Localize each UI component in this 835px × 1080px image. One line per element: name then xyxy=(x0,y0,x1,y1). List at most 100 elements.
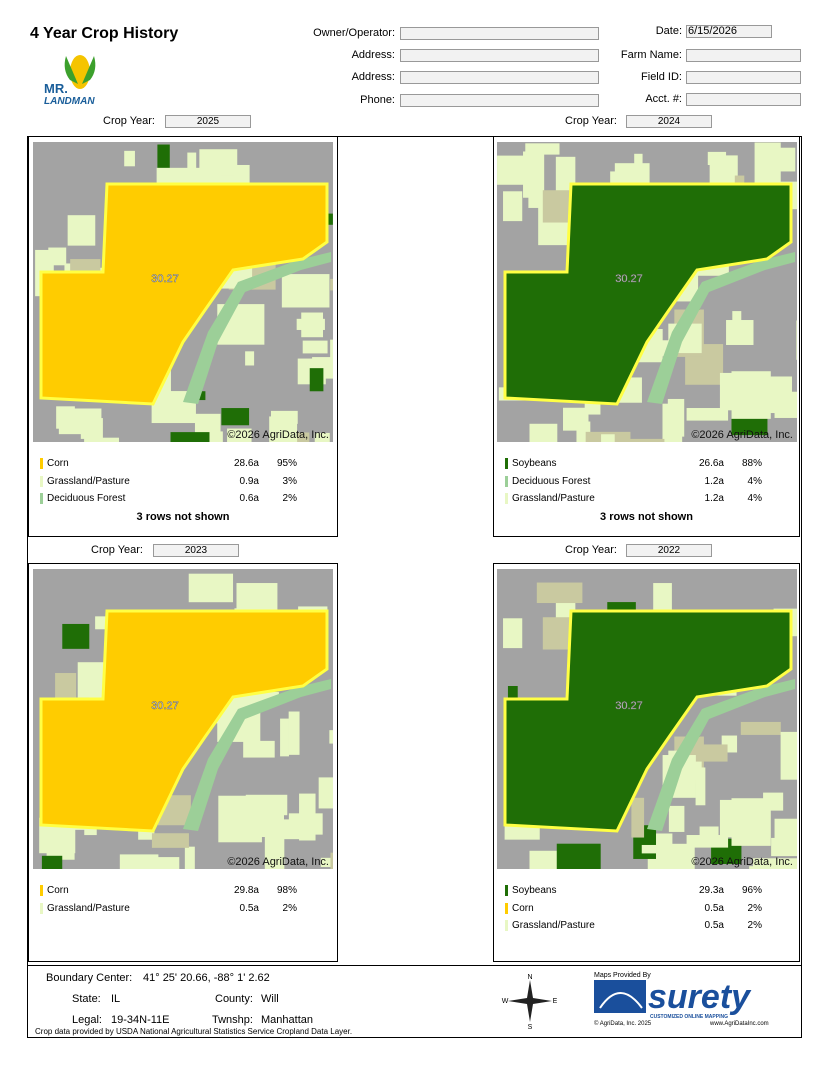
map-patch xyxy=(503,191,523,222)
legend-acres: 1.2a xyxy=(704,493,724,504)
footer-label: County: xyxy=(215,993,253,1005)
hidden-rows-note: 3 rows not shown xyxy=(600,511,693,523)
legend-percent: 2% xyxy=(282,493,297,504)
map-patch xyxy=(221,408,250,426)
crop-year-label: Crop Year: xyxy=(565,115,617,127)
map-patch xyxy=(58,408,102,435)
map-patch xyxy=(84,437,119,442)
map-patch xyxy=(529,423,558,442)
legend-acres: 0.5a xyxy=(239,902,259,914)
legend-acres: 0.5a xyxy=(704,902,724,914)
field-box xyxy=(400,27,599,40)
map-patch xyxy=(288,813,323,835)
footer-label: Twnshp: xyxy=(212,1014,253,1026)
legend-swatch xyxy=(505,902,508,914)
compass-w: W xyxy=(502,998,509,1005)
field-box xyxy=(686,93,801,106)
field-box xyxy=(400,49,599,62)
map-patch xyxy=(780,731,797,780)
map-patch xyxy=(290,432,310,442)
field-label: Field ID: xyxy=(641,71,682,83)
field-boundary xyxy=(503,182,793,406)
hidden-rows-note: 3 rows not shown xyxy=(136,511,230,523)
map-copyright: ©2026 AgriData, Inc. xyxy=(227,429,329,441)
legend-swatch xyxy=(40,493,43,504)
compass: N S W E xyxy=(502,974,558,1030)
logo-text: MR. xyxy=(44,81,68,96)
crop-map: 30.27 ©2026 AgriData, Inc. xyxy=(497,569,797,869)
map-patch xyxy=(687,744,728,762)
map-patch xyxy=(536,582,583,604)
map-patch xyxy=(269,416,298,442)
map-patch xyxy=(695,767,706,806)
legend-swatch xyxy=(40,458,43,469)
legend-crop: Corn xyxy=(47,458,69,469)
footer-label: Boundary Center: xyxy=(46,972,133,984)
field-label: Phone: xyxy=(360,94,395,106)
field-box xyxy=(686,71,801,84)
brand-tagline: CUSTOMIZED ONLINE MAPPING xyxy=(650,1014,728,1020)
crop-map: 30.27 ©2026 AgriData, Inc. xyxy=(33,569,333,869)
map-patch xyxy=(281,274,330,308)
map-patch xyxy=(194,413,221,437)
map-patch xyxy=(124,150,135,167)
map-patch xyxy=(754,142,781,185)
legend-swatch xyxy=(40,902,43,914)
crop-map: 30.27 ©2026 AgriData, Inc. xyxy=(497,142,797,442)
map-patch xyxy=(309,368,324,392)
legend-crop: Soybeans xyxy=(512,885,557,896)
map-patch xyxy=(271,867,280,869)
map-patch xyxy=(763,792,784,811)
legend-crop: Grassland/Pasture xyxy=(512,920,595,931)
map-patch xyxy=(525,143,560,155)
field-label: Owner/Operator: xyxy=(313,27,395,39)
surety-logo: Maps Provided By surety CUSTOMIZED ONLIN… xyxy=(594,972,769,1027)
map-patch xyxy=(302,340,328,354)
map-patch xyxy=(84,823,97,836)
map-patch xyxy=(330,278,333,291)
field-boundary xyxy=(39,609,329,833)
legend-percent: 2% xyxy=(747,920,762,931)
legend-crop: Grassland/Pasture xyxy=(512,493,595,504)
crop-year-box: 2024 xyxy=(626,115,712,128)
legend-acres: 28.6a xyxy=(233,458,259,469)
creek-strip xyxy=(647,252,795,404)
map-patch xyxy=(199,149,238,183)
title: 4 Year Crop History xyxy=(30,25,179,42)
field-crop xyxy=(41,611,327,831)
map-patch xyxy=(330,852,333,869)
footer-value: Will xyxy=(261,993,279,1005)
map-copyright: ©2026 AgriData, Inc. xyxy=(227,856,329,868)
field-label: Farm Name: xyxy=(620,49,682,61)
map-patch xyxy=(48,247,67,266)
legend-swatch xyxy=(505,475,508,487)
brand-mark xyxy=(599,992,643,1009)
footer-value: Manhattan xyxy=(261,1014,313,1026)
panel-frame xyxy=(493,563,800,962)
map-patch xyxy=(656,833,673,869)
footer-value: 41° 25' 20.66, -88° 1' 2.62 xyxy=(143,972,270,984)
logo: MR. LANDMAN xyxy=(44,55,96,107)
map-patch xyxy=(529,850,558,869)
field-crop xyxy=(505,611,791,831)
map-patch xyxy=(220,167,235,176)
brand-url: www.AgriDataInc.com xyxy=(709,1021,769,1027)
map-patch xyxy=(686,408,729,421)
legend-percent: 2% xyxy=(282,902,297,914)
field-acres: 30.27 xyxy=(151,700,179,712)
legend-percent: 96% xyxy=(741,885,762,896)
creek-strip xyxy=(647,679,795,831)
compass-n: N xyxy=(527,974,532,981)
map-copyright: ©2026 AgriData, Inc. xyxy=(691,429,793,441)
legend-percent: 2% xyxy=(747,902,762,914)
map-patch xyxy=(497,155,527,185)
legend-crop: Soybeans xyxy=(512,458,557,469)
field-label: Address: xyxy=(351,71,395,83)
map-patch xyxy=(41,855,63,869)
map-patch xyxy=(731,371,771,419)
crop-map: 30.27 ©2026 AgriData, Inc. xyxy=(33,142,333,442)
map-patch xyxy=(774,391,797,418)
map-patch xyxy=(631,797,645,838)
map-patch xyxy=(740,721,781,735)
legend-swatch xyxy=(505,493,508,504)
